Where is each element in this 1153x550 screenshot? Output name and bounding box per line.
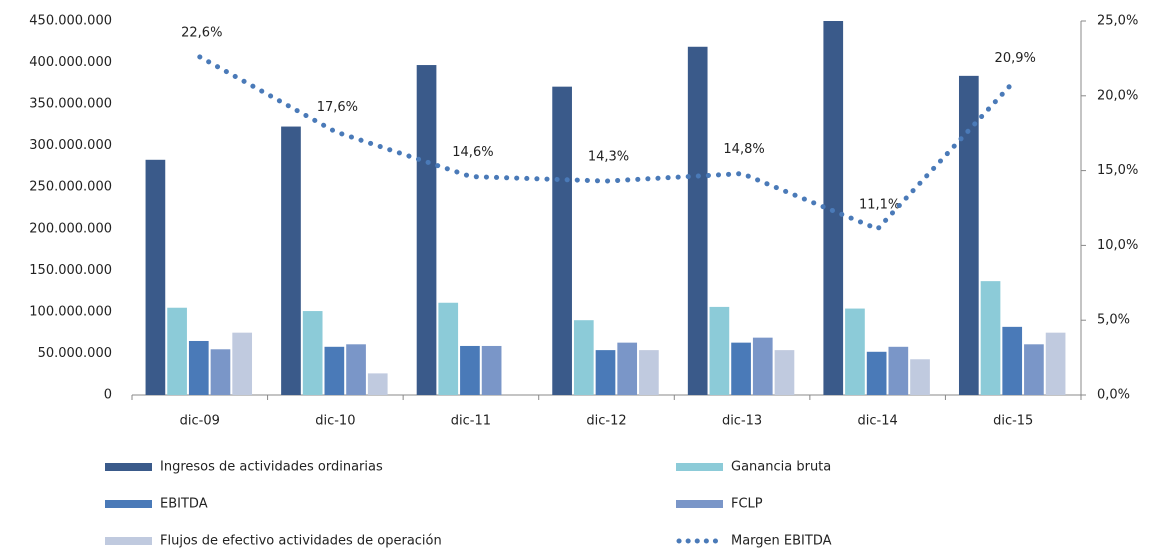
y-tick-label: 450.000.000 bbox=[29, 14, 112, 29]
bar bbox=[324, 346, 345, 395]
y-tick-label: 250.000.000 bbox=[29, 180, 112, 195]
legend-label: Ganancia bruta bbox=[731, 460, 831, 475]
data-label: 14,3% bbox=[588, 150, 629, 165]
bar bbox=[481, 345, 502, 395]
data-label: 22,6% bbox=[181, 25, 222, 40]
x-tick-label: dic-15 bbox=[993, 414, 1033, 429]
y2-tick-label: 20,0% bbox=[1097, 88, 1138, 103]
bar bbox=[774, 350, 795, 395]
bar bbox=[367, 373, 388, 395]
bar bbox=[687, 46, 708, 396]
bar bbox=[595, 350, 616, 395]
y2-tick-label: 10,0% bbox=[1097, 238, 1138, 253]
legend-label: FCLP bbox=[731, 497, 763, 512]
bar bbox=[416, 65, 437, 395]
bar bbox=[210, 349, 231, 395]
y2-tick-label: 0,0% bbox=[1097, 388, 1130, 403]
bar bbox=[1024, 344, 1044, 395]
bar bbox=[573, 320, 594, 395]
y-tick-label: 0 bbox=[104, 388, 112, 403]
x-tick-label: dic-09 bbox=[180, 414, 220, 429]
bar bbox=[281, 126, 301, 395]
y-tick-label: 200.000.000 bbox=[29, 221, 112, 236]
bar bbox=[438, 302, 459, 395]
bar bbox=[302, 311, 323, 395]
bar bbox=[639, 350, 659, 395]
bar bbox=[980, 281, 1001, 395]
legend-swatch bbox=[105, 463, 152, 471]
bar bbox=[460, 345, 480, 395]
legend-label: EBITDA bbox=[160, 497, 208, 512]
x-tick-label: dic-10 bbox=[315, 414, 355, 429]
x-tick-label: dic-14 bbox=[858, 414, 898, 429]
bar bbox=[958, 75, 979, 395]
data-label: 14,6% bbox=[452, 145, 493, 160]
y-tick-label: 100.000.000 bbox=[29, 304, 112, 319]
bar bbox=[188, 340, 209, 395]
y2-tick-label: 15,0% bbox=[1097, 163, 1138, 178]
bar bbox=[552, 86, 572, 395]
bar bbox=[866, 351, 887, 395]
bar bbox=[823, 21, 844, 395]
y2-tick-label: 25,0% bbox=[1097, 14, 1138, 29]
legend-swatch bbox=[676, 500, 723, 508]
data-label: 17,6% bbox=[317, 100, 358, 115]
x-tick-label: dic-12 bbox=[586, 414, 626, 429]
x-tick-label: dic-11 bbox=[451, 414, 491, 429]
y-tick-label: 150.000.000 bbox=[29, 263, 112, 278]
legend-label: Flujos de efectivo actividades de operac… bbox=[160, 534, 442, 549]
legend-label: Ingresos de actividades ordinarias bbox=[160, 460, 383, 475]
legend-label: Margen EBITDA bbox=[731, 534, 832, 549]
bar bbox=[888, 346, 909, 395]
bar bbox=[1002, 326, 1023, 395]
legend-swatch bbox=[105, 537, 152, 545]
bar bbox=[167, 307, 187, 395]
legend-swatch bbox=[676, 463, 723, 471]
y-tick-label: 300.000.000 bbox=[29, 138, 112, 153]
y-tick-label: 350.000.000 bbox=[29, 97, 112, 112]
y-tick-label: 50.000.000 bbox=[38, 346, 112, 361]
bar bbox=[731, 342, 751, 395]
bar bbox=[845, 308, 865, 395]
bar bbox=[617, 342, 638, 395]
data-label: 20,9% bbox=[995, 51, 1036, 66]
legend-swatch bbox=[105, 500, 152, 508]
bar bbox=[1045, 332, 1066, 395]
bar bbox=[910, 359, 930, 395]
bar bbox=[752, 337, 773, 395]
bar bbox=[145, 159, 166, 395]
x-tick-label: dic-13 bbox=[722, 414, 762, 429]
data-label: 14,8% bbox=[723, 142, 764, 157]
y2-tick-label: 5,0% bbox=[1097, 313, 1130, 328]
bar bbox=[232, 332, 253, 395]
y-tick-label: 400.000.000 bbox=[29, 55, 112, 70]
line bbox=[197, 54, 1016, 232]
bar bbox=[346, 344, 366, 395]
bar bbox=[709, 306, 730, 395]
data-label: 11,1% bbox=[859, 197, 900, 212]
